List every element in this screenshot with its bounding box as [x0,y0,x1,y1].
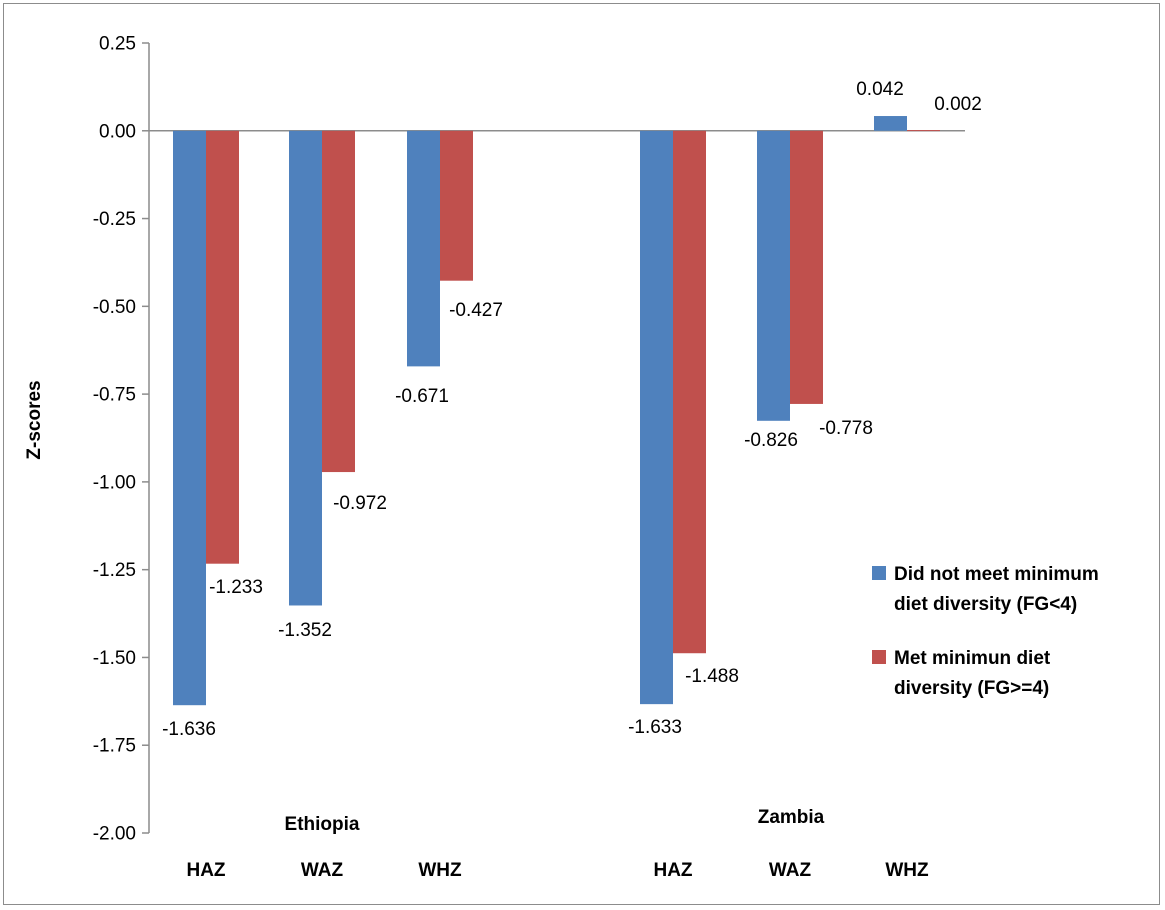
bar [440,130,473,281]
data-label: 0.002 [934,94,982,115]
y-tick-label: -1.75 [93,736,136,757]
y-tick-label: -0.75 [93,385,136,406]
legend-swatch [872,566,886,580]
data-label: -0.972 [333,493,387,514]
bar [407,130,440,367]
y-tick-label: -1.50 [93,648,136,669]
bar [673,130,706,654]
data-label: -1.633 [628,717,682,738]
data-label: -0.427 [449,300,503,321]
data-label: -1.636 [162,719,216,740]
legend-label: Did not meet minimum [894,564,1099,585]
bar [790,130,823,404]
legend-label: diversity (FG>=4) [894,678,1049,699]
bar [322,130,355,473]
bar [206,130,239,564]
data-label: -0.671 [395,386,449,407]
x-category-label: WAZ [769,860,812,881]
y-tick-label: -0.25 [93,209,136,230]
data-label: -0.826 [744,430,798,451]
legend-label: diet diversity (FG<4) [894,594,1077,615]
bar [640,130,673,705]
y-tick-label: 0.25 [99,34,136,55]
data-label: -1.352 [278,620,332,641]
group-label-zambia: Zambia [758,807,825,828]
y-tick-label: 0.00 [99,121,136,142]
y-tick-label: -0.50 [93,297,136,318]
data-label: 0.042 [856,79,904,100]
legend-label: Met minimun diet [894,648,1051,669]
bar [289,130,322,606]
y-axis-title: Z-scores [24,380,45,459]
x-category-label: HAZ [186,860,225,881]
data-label: -1.233 [209,577,263,598]
bar [173,130,206,706]
group-label-ethiopia: Ethiopia [285,814,360,835]
y-tick-label: -1.00 [93,472,136,493]
bar [874,116,907,131]
x-category-label: WAZ [301,860,344,881]
y-tick-label: -1.25 [93,560,136,581]
x-category-label: HAZ [653,860,692,881]
data-label: -0.778 [819,418,873,439]
bar [907,130,940,132]
x-category-label: WHZ [885,860,929,881]
y-tick-label: -2.00 [93,824,136,845]
bar [757,130,790,421]
x-category-label: WHZ [418,860,462,881]
legend-swatch [872,650,886,664]
data-label: -1.488 [685,666,739,687]
